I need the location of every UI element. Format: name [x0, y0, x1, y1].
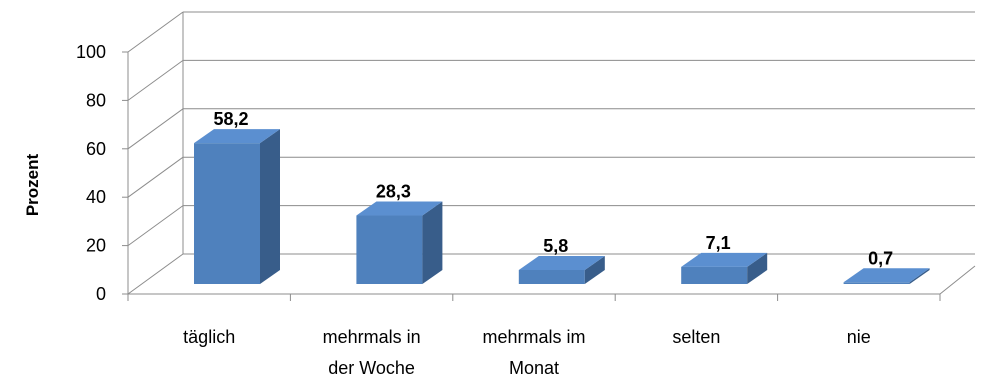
bar-side: [422, 201, 443, 284]
grid-diagonal: [127, 156, 184, 198]
bars: [194, 129, 930, 284]
bar-front: [681, 266, 748, 284]
x-tick-label: selten: [672, 327, 720, 347]
bar-top: [194, 129, 280, 144]
bar-top: [681, 252, 768, 267]
labels: 0 20 40 60 80 100 58,2 täglich 28,3 mehrmals in de…: [76, 42, 893, 378]
data-label: 58,2: [213, 109, 248, 129]
data-label: 0,7: [868, 248, 893, 268]
bar: [681, 252, 768, 284]
bar-front: [194, 143, 260, 284]
bar: [843, 268, 930, 284]
bar: [356, 201, 443, 284]
bar-front: [518, 269, 585, 284]
data-label: 5,8: [543, 236, 568, 256]
floor-edge: [939, 265, 976, 295]
bar-top: [518, 255, 605, 270]
bar-side: [584, 255, 605, 284]
y-axis-label: Prozent: [23, 153, 42, 216]
bar: [518, 255, 605, 284]
bar-front: [843, 282, 910, 284]
grid-diagonal: [127, 108, 184, 150]
bar-top: [843, 268, 930, 283]
y-tick-label: 40: [86, 187, 106, 207]
bar-side: [260, 129, 280, 284]
y-tick-label: 100: [76, 42, 106, 62]
bar: [194, 129, 280, 284]
y-tick-label: 20: [86, 236, 106, 256]
axes: [122, 51, 941, 301]
x-tick-label: nie: [847, 327, 871, 347]
bar-front: [356, 215, 423, 284]
data-label: 28,3: [376, 182, 411, 202]
bar-top: [356, 201, 443, 216]
y-tick-label: 80: [86, 90, 106, 110]
grid-diagonal: [127, 11, 184, 53]
x-tick-label: mehrmals im Monat: [482, 327, 585, 378]
bar-side: [747, 252, 768, 284]
x-tick-label: mehrmals in der Woche: [323, 327, 421, 378]
grid-diagonal: [127, 205, 184, 247]
x-tick-label: täglich: [183, 327, 235, 347]
bar-side: [909, 268, 930, 284]
grid-diagonal: [127, 59, 184, 101]
data-label: 7,1: [706, 233, 731, 253]
grid-diagonal: [127, 253, 184, 295]
gridlines: [127, 11, 976, 295]
y-tick-label: 60: [86, 139, 106, 159]
y-tick-label: 0: [96, 284, 106, 304]
